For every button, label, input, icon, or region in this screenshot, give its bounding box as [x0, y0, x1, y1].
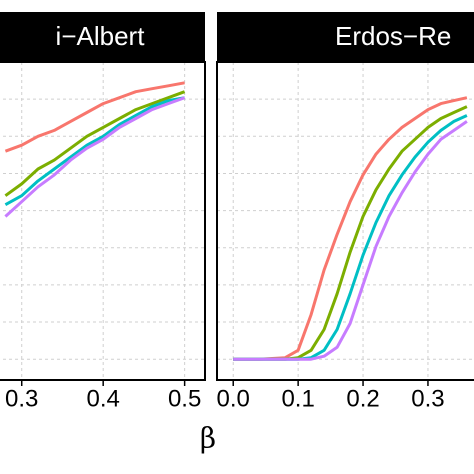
- x-tick-label: 0.3: [5, 385, 38, 412]
- x-tick-label: 0.4: [86, 385, 119, 412]
- plot-background: [217, 62, 474, 380]
- x-tick-label: 0.5: [168, 385, 201, 412]
- x-tick-label: 0.0: [217, 385, 250, 412]
- series-line: [233, 120, 468, 361]
- strip-background: [217, 12, 474, 62]
- panel-border: [0, 61, 206, 381]
- strip-background: [0, 12, 205, 62]
- x-axis-title: β: [200, 422, 216, 455]
- panel-title: i−Albert: [56, 21, 146, 51]
- x-tick-label: 0.1: [281, 385, 314, 412]
- plot-background: [0, 62, 205, 380]
- x-tick-label: 0.2: [346, 385, 379, 412]
- series-line: [4, 96, 185, 207]
- panel-title: Erdos−Re: [335, 21, 451, 51]
- series-line: [4, 96, 186, 218]
- x-tick-label: 0.3: [411, 385, 444, 412]
- series-line: [233, 96, 468, 361]
- series-line: [4, 81, 185, 153]
- series-line: [4, 90, 186, 197]
